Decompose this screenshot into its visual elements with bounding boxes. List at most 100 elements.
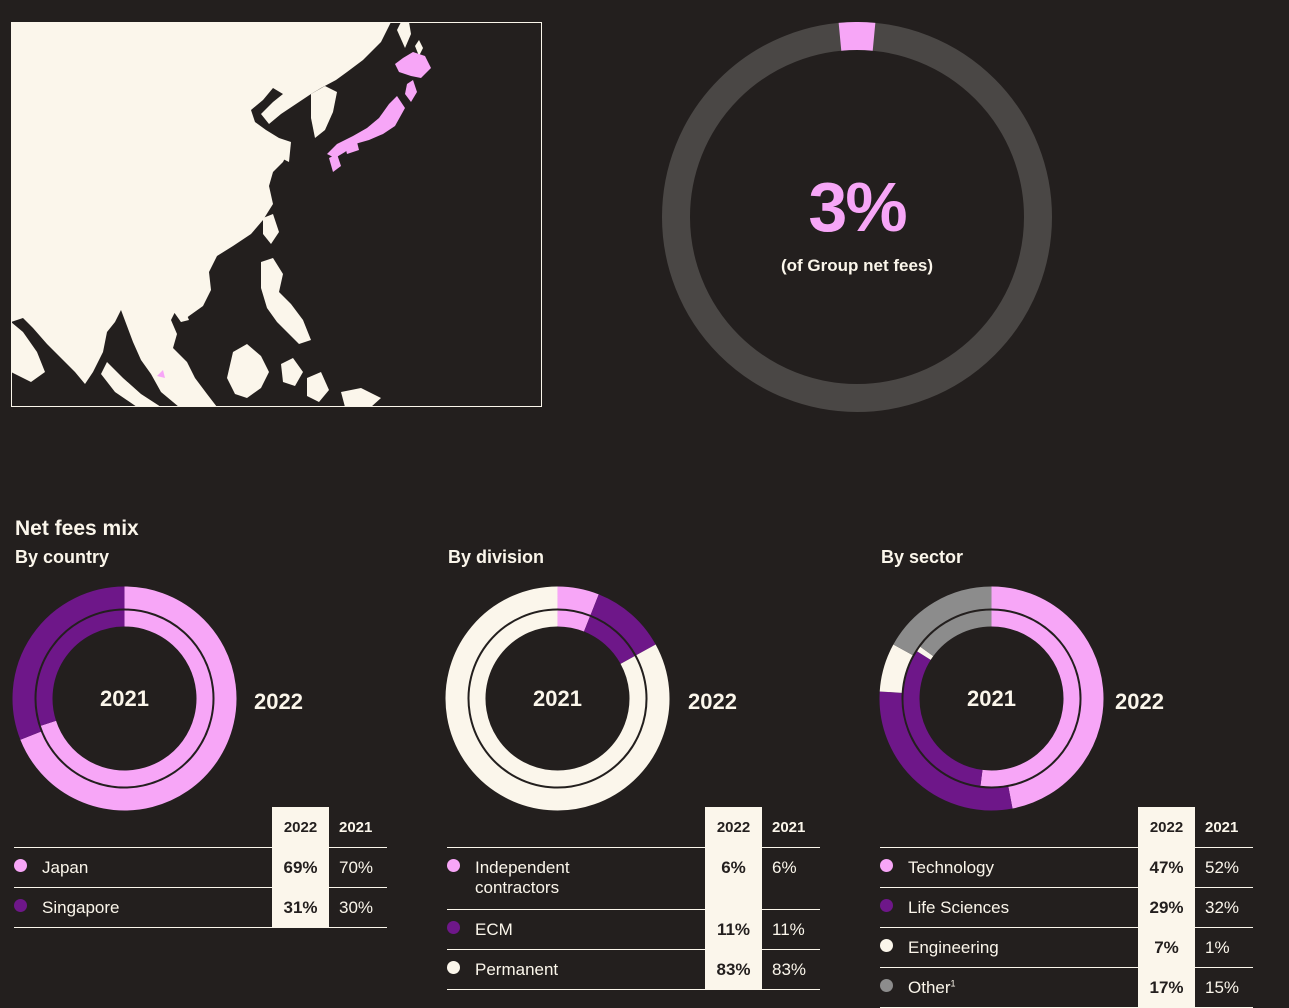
division-outer-year-label: 2022 — [688, 689, 737, 714]
table-row: Independent contractors 6% 6% — [447, 847, 820, 910]
value-2022: 11% — [705, 909, 762, 950]
table-header-row: 2022 2021 — [447, 807, 820, 848]
life-sciences-legend-dot — [880, 899, 893, 912]
value-2022: 31% — [272, 887, 329, 928]
table-row: ECM 11% 11% — [447, 909, 820, 950]
row-label: Other1 — [908, 978, 956, 997]
outer-2022-technology-segment — [991, 586, 1104, 809]
value-2022: 17% — [1138, 967, 1195, 1008]
value-2021: 11% — [762, 909, 820, 950]
row-label: Technology — [908, 858, 995, 877]
group-share-ring — [662, 22, 1052, 412]
row-label: Independent contractors — [475, 858, 570, 897]
division-table: 2022 2021 Independent contractors 6% 6% E… — [447, 807, 820, 990]
inner-2021-engineering-segment — [917, 646, 934, 660]
by-division-subtitle: By division — [448, 547, 545, 567]
outer-2022-life-sciences-segment — [879, 691, 1013, 811]
header-2022: 2022 — [705, 807, 762, 848]
value-2021: 6% — [762, 847, 820, 910]
outer-2022-singapore-segment — [12, 586, 125, 740]
table-row: Other1 17% 15% — [880, 967, 1253, 1008]
japan-legend-dot — [14, 859, 27, 872]
table-row: Permanent 83% 83% — [447, 949, 820, 990]
table-header-row: 2022 2021 — [14, 807, 387, 848]
division-donut-segments — [445, 586, 670, 811]
independent-contractors-legend-dot — [447, 859, 460, 872]
table-row: Singapore 31% 30% — [14, 887, 387, 928]
header-2021: 2021 — [772, 818, 806, 836]
value-2022: 29% — [1138, 887, 1195, 928]
sector-donut-segments — [879, 586, 1104, 811]
engineering-legend-dot — [880, 939, 893, 952]
sector-donut: 2021 — [879, 586, 1104, 811]
permanent-legend-dot — [447, 961, 460, 974]
country-table: 2022 2021 Japan 69% 70% Singapore 31% 30… — [14, 807, 387, 928]
group-share-donut: 3% (of Group net fees) — [662, 22, 1052, 412]
header-2021: 2021 — [1205, 818, 1239, 836]
value-2021: 83% — [762, 949, 820, 990]
net-fees-mix-title: Net fees mix — [15, 517, 139, 540]
group-share-value: 3% — [808, 168, 907, 246]
singapore-legend-dot — [14, 899, 27, 912]
row-label: Japan — [42, 858, 89, 877]
japan-highlight — [327, 52, 431, 172]
region-map — [11, 22, 542, 407]
country-donut-segments — [12, 586, 237, 811]
sector-outer-year-label: 2022 — [1115, 689, 1164, 714]
technology-legend-dot — [880, 859, 893, 872]
outer-2022-independent-contractors-segment — [557, 586, 599, 615]
group-share-caption: (of Group net fees) — [780, 256, 934, 275]
inner-2021-ecm-segment — [583, 616, 635, 665]
sector-table: 2022 2021 Technology 47% 52% Life Scienc… — [880, 807, 1253, 1008]
inner-2021-independent-contractors-segment — [557, 610, 590, 632]
value-2022: 83% — [705, 949, 762, 990]
borneo — [227, 344, 269, 398]
inner-2021-other-segment — [920, 610, 992, 657]
inner-2021-japan-segment — [40, 610, 213, 787]
singapore-highlight — [157, 370, 165, 378]
table-header-row: 2022 2021 — [880, 807, 1253, 848]
by-sector-subtitle: By sector — [881, 547, 964, 567]
table-row: Technology 47% 52% — [880, 847, 1253, 888]
value-2022: 69% — [272, 847, 329, 888]
value-2021: 15% — [1195, 967, 1253, 1008]
inner-2021-technology-segment — [980, 610, 1080, 787]
value-2021: 32% — [1195, 887, 1253, 928]
outer-2022-permanent-segment — [445, 586, 670, 811]
philippines — [261, 258, 311, 344]
value-2021: 30% — [329, 887, 387, 928]
division-inner-year-label: 2021 — [533, 686, 582, 711]
inner-2021-singapore-segment — [36, 610, 125, 726]
country-outer-year-label: 2022 — [254, 689, 303, 714]
table-row: Engineering 7% 1% — [880, 927, 1253, 968]
footnote-mark: 1 — [950, 978, 956, 989]
country-inner-year-label: 2021 — [100, 686, 149, 711]
header-2022: 2022 — [1138, 807, 1195, 848]
division-donut: 2021 — [445, 586, 670, 811]
other-legend-dot — [880, 979, 893, 992]
sector-inner-year-label: 2021 — [967, 686, 1016, 711]
row-label: Life Sciences — [908, 898, 1010, 917]
sumatra — [101, 362, 161, 407]
outer-2022-engineering-segment — [879, 644, 913, 694]
value-2021: 70% — [329, 847, 387, 888]
outer-2022-ecm-segment — [590, 594, 656, 656]
row-label: Engineering — [908, 938, 999, 957]
row-label: ECM — [475, 920, 513, 939]
value-2022: 47% — [1138, 847, 1195, 888]
table-row: Japan 69% 70% — [14, 847, 387, 888]
value-2022: 6% — [705, 847, 762, 910]
value-2022: 7% — [1138, 927, 1195, 968]
mainland-asia-landmass — [11, 22, 423, 407]
value-2021: 52% — [1195, 847, 1253, 888]
taiwan — [263, 214, 279, 244]
inner-2021-life-sciences-segment — [903, 651, 983, 786]
group-share-arc — [838, 22, 876, 51]
row-label: Permanent — [475, 960, 559, 979]
row-label: Singapore — [42, 898, 120, 917]
by-country-subtitle: By country — [15, 547, 110, 567]
value-2021: 1% — [1195, 927, 1253, 968]
header-2021: 2021 — [339, 818, 373, 836]
ecm-legend-dot — [447, 921, 460, 934]
table-row: Life Sciences 29% 32% — [880, 887, 1253, 928]
